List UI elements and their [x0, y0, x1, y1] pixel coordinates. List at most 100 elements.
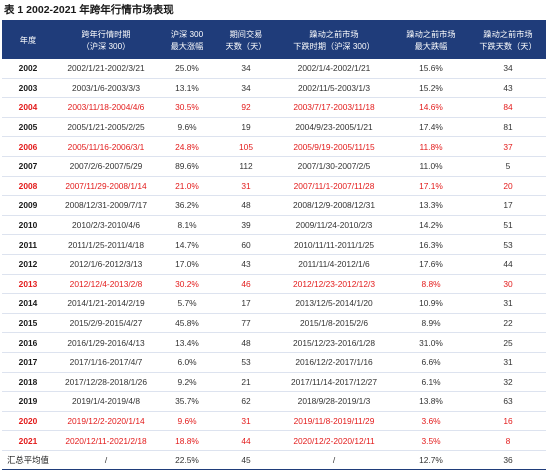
period-cell: 2003/11/18-2004/4/6 [54, 97, 158, 118]
year-cell: 2020 [2, 411, 54, 432]
header-trading-days: 期间交易 天数（天） [216, 22, 276, 59]
table-row: 2011 2011/1/25-2011/4/18 14.7% 60 2010/11/11… [2, 234, 546, 255]
drop-period-cell: 2017/11/14-2017/12/27 [276, 372, 392, 393]
drop-days-cell: 8 [470, 430, 546, 451]
drop-period-cell: 2010/11/11-2011/1/25 [276, 234, 392, 255]
table-row: 2002 2002/1/21-2002/3/21 25.0% 34 2002/1/4-2… [2, 59, 546, 79]
table-row: 2014 2014/1/21-2014/2/19 5.7% 17 2013/12/5-2… [2, 293, 546, 314]
max-gain-cell: 5.7% [158, 293, 216, 314]
drop-period-cell: 2009/11/24-2010/2/3 [276, 215, 392, 236]
period-cell: 2017/12/28-2018/1/26 [54, 372, 158, 393]
table-row: 2013 2012/12/4-2013/2/8 30.2% 46 2012/12/23-… [2, 274, 546, 295]
year-cell: 2009 [2, 195, 54, 216]
drop-days-cell: 22 [470, 313, 546, 334]
max-drop-cell: 8.8% [392, 274, 470, 295]
max-drop-cell: 11.0% [392, 156, 470, 177]
table-row: 2004 2003/11/18-2004/4/6 30.5% 92 2003/7/17-… [2, 97, 546, 118]
drop-days-cell: 30 [470, 274, 546, 295]
year-cell: 2004 [2, 97, 54, 118]
drop-period-cell: 2005/9/19-2005/11/15 [276, 136, 392, 157]
table-header-row: 年度 跨年行情时期 （沪深 300） 沪深 300 最大涨幅 期间交易 天数（天） 躁动之前市… [2, 22, 546, 59]
max-gain-cell: 45.8% [158, 313, 216, 334]
max-drop-cell: 17.6% [392, 254, 470, 275]
max-gain-cell: 30.2% [158, 274, 216, 295]
drop-days-cell: 43 [470, 78, 546, 99]
year-cell: 2016 [2, 332, 54, 353]
trading-days-cell: 112 [216, 156, 276, 177]
period-cell: 2003/1/6-2003/3/3 [54, 78, 158, 99]
max-drop-cell: 6.6% [392, 352, 470, 373]
table-row: 2009 2008/12/31-2009/7/17 36.2% 48 2008/12/9… [2, 195, 546, 216]
period-cell: 2014/1/21-2014/2/19 [54, 293, 158, 314]
summary-label: 汇总平均值 [2, 450, 54, 470]
trading-days-cell: 44 [216, 430, 276, 451]
header-line: 沪深 300 [170, 29, 204, 39]
drop-days-cell: 31 [470, 352, 546, 373]
max-gain-cell: 89.6% [158, 156, 216, 177]
max-gain-cell: 25.0% [158, 59, 216, 79]
period-cell: 2007/2/6-2007/5/29 [54, 156, 158, 177]
header-line: 最大跌幅 [414, 41, 448, 51]
table-row: 2021 2020/12/11-2021/2/18 18.8% 44 2020/12/2… [2, 430, 546, 451]
trading-days-cell: 53 [216, 352, 276, 373]
max-drop-cell: 6.1% [392, 372, 470, 393]
trading-days-cell: 48 [216, 195, 276, 216]
year-cell: 2008 [2, 176, 54, 197]
header-max-drop: 躁动之前市场 最大跌幅 [392, 22, 470, 59]
trading-days-cell: 48 [216, 332, 276, 353]
max-gain-cell: 14.7% [158, 234, 216, 255]
period-cell: 2005/11/16-2006/3/1 [54, 136, 158, 157]
trading-days-cell: 60 [216, 234, 276, 255]
drop-days-cell: 25 [470, 332, 546, 353]
header-line: （沪深 300） [81, 41, 131, 51]
drop-period-cell: 2016/12/2-2017/1/16 [276, 352, 392, 373]
max-gain-cell: 35.7% [158, 391, 216, 412]
table-row: 2007 2007/2/6-2007/5/29 89.6% 112 2007/1/30-… [2, 156, 546, 177]
trading-days-cell: 105 [216, 136, 276, 157]
drop-period-cell: 2015/1/8-2015/2/6 [276, 313, 392, 334]
summary-trading-days-cell: 45 [216, 450, 276, 470]
drop-days-cell: 53 [470, 234, 546, 255]
max-drop-cell: 14.2% [392, 215, 470, 236]
header-line: 最大涨幅 [170, 41, 204, 51]
drop-days-cell: 51 [470, 215, 546, 236]
drop-period-cell: 2018/9/28-2019/1/3 [276, 391, 392, 412]
max-drop-cell: 31.0% [392, 332, 470, 353]
max-gain-cell: 9.6% [158, 117, 216, 138]
drop-period-cell: 2008/12/9-2008/12/31 [276, 195, 392, 216]
max-gain-cell: 17.0% [158, 254, 216, 275]
period-cell: 2012/12/4-2013/2/8 [54, 274, 158, 295]
period-cell: 2016/1/29-2016/4/13 [54, 332, 158, 353]
drop-period-cell: 2011/11/4-2012/1/6 [276, 254, 392, 275]
table-row: 2017 2017/1/16-2017/4/7 6.0% 53 2016/12/2-20… [2, 352, 546, 373]
table-row: 2015 2015/2/9-2015/4/27 45.8% 77 2015/1/8-20… [2, 313, 546, 334]
year-cell: 2021 [2, 430, 54, 451]
trading-days-cell: 92 [216, 97, 276, 118]
trading-days-cell: 31 [216, 411, 276, 432]
drop-days-cell: 17 [470, 195, 546, 216]
table-row: 2005 2005/1/21-2005/2/25 9.6% 19 2004/9/23-2… [2, 117, 546, 138]
period-cell: 2008/12/31-2009/7/17 [54, 195, 158, 216]
period-cell: 2015/2/9-2015/4/27 [54, 313, 158, 334]
year-cell: 2018 [2, 372, 54, 393]
period-cell: 2011/1/25-2011/4/18 [54, 234, 158, 255]
max-gain-cell: 6.0% [158, 352, 216, 373]
year-cell: 2010 [2, 215, 54, 236]
header-line: 年度 [19, 35, 37, 45]
drop-days-cell: 32 [470, 372, 546, 393]
table-row: 2012 2012/1/6-2012/3/13 17.0% 43 2011/11/4-2… [2, 254, 546, 275]
drop-days-cell: 16 [470, 411, 546, 432]
report-table-page: 表 1 2002-2021 年跨年行情市场表现 年度 跨年行情时期 （沪深 300）… [2, 4, 546, 470]
drop-period-cell: 2013/12/5-2014/1/20 [276, 293, 392, 314]
drop-period-cell: 2004/9/23-2005/1/21 [276, 117, 392, 138]
drop-days-cell: 37 [470, 136, 546, 157]
market-performance-table: 年度 跨年行情时期 （沪深 300） 沪深 300 最大涨幅 期间交易 天数（天） 躁动之前市… [2, 22, 546, 470]
period-cell: 2010/2/3-2010/4/6 [54, 215, 158, 236]
drop-period-cell: 2012/12/23-2012/12/3 [276, 274, 392, 295]
max-drop-cell: 17.1% [392, 176, 470, 197]
header-drop-period: 躁动之前市场 下跌时期（沪深 300） [276, 22, 392, 59]
drop-period-cell: 2007/1/30-2007/2/5 [276, 156, 392, 177]
header-line: 下跌天数（天） [479, 41, 537, 51]
max-gain-cell: 21.0% [158, 176, 216, 197]
max-gain-cell: 9.2% [158, 372, 216, 393]
